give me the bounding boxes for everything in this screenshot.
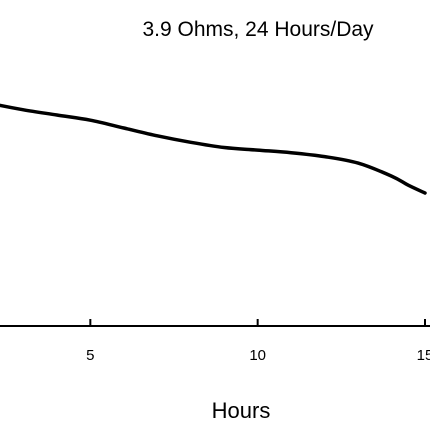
x-tick-label: 5 (86, 347, 94, 364)
x-tick-label: 15 (417, 347, 430, 364)
x-axis-label: Hours (212, 398, 271, 423)
chart-title: 3.9 Ohms, 24 Hours/Day (142, 18, 374, 41)
x-tick-label: 10 (249, 347, 266, 364)
plot-area: 5 10 15 (0, 103, 430, 364)
data-series-line (0, 103, 427, 195)
